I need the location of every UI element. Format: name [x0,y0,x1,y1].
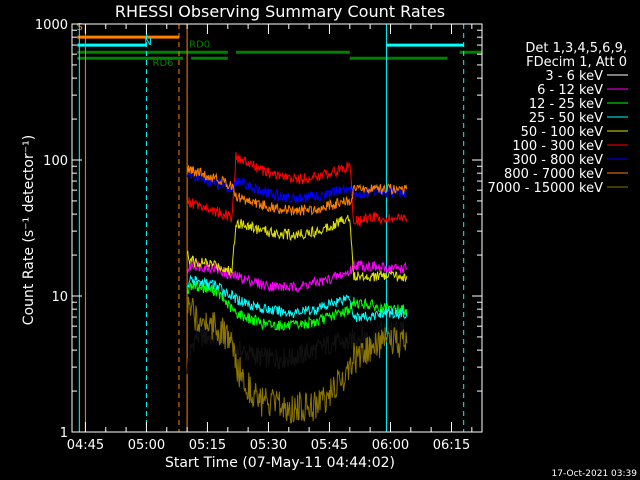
legend-entry: 800 - 7000 keV [504,167,603,182]
y-tick-label: 100 [43,154,68,169]
x-axis-label: Start Time (07-May-11 04:44:02) [165,455,395,471]
series-line-7 [186,165,408,216]
legend-header-line: Det 1,3,4,5,6,9, [525,41,627,56]
x-tick-label: 06:15 [433,438,470,453]
footer-timestamp: 17-Oct-2021 03:39 [552,469,638,479]
x-tick-label: 04:45 [67,438,104,453]
legend-entry: 12 - 25 keV [529,97,603,112]
series-line-4 [186,214,408,283]
series-line-8 [186,296,408,424]
legend-entry: 300 - 800 keV [512,153,603,168]
series-line-5 [186,152,408,228]
legend-entry: 6 - 12 keV [537,83,603,98]
legend-header-line: FDecim 1, Att 0 [526,55,627,70]
plot-frame [71,23,483,433]
x-tick-label: 05:15 [189,438,226,453]
legend-entry: 25 - 50 keV [529,111,603,126]
flag-label-rd0: RD0 [189,40,210,51]
x-tick-label: 05:00 [128,438,165,453]
legend-entry: 50 - 100 keV [521,125,604,140]
y-axis-label: Count Rate (s⁻¹ detector⁻¹) [21,135,37,325]
series-line-0 [186,320,408,375]
series-line-3 [187,274,408,323]
y-tick-label: 1000 [35,18,68,33]
x-tick-label: 05:45 [311,438,348,453]
x-tick-label: 05:30 [250,438,287,453]
legend-entry: 7000 - 15000 keV [488,181,604,196]
flag-label-night: N [144,37,151,48]
series-line-6 [186,170,407,204]
flag-label-rd6: RD6 [153,58,174,69]
chart-title: RHESSI Observing Summary Count Rates [115,2,445,21]
series-line-1 [186,259,408,293]
series-line-2 [186,280,408,331]
legend-entry: 100 - 300 keV [512,139,603,154]
legend-entry: 3 - 6 keV [545,69,603,84]
y-tick-label: 1 [60,426,68,441]
y-tick-label: 10 [51,290,68,305]
x-tick-label: 06:00 [372,438,409,453]
